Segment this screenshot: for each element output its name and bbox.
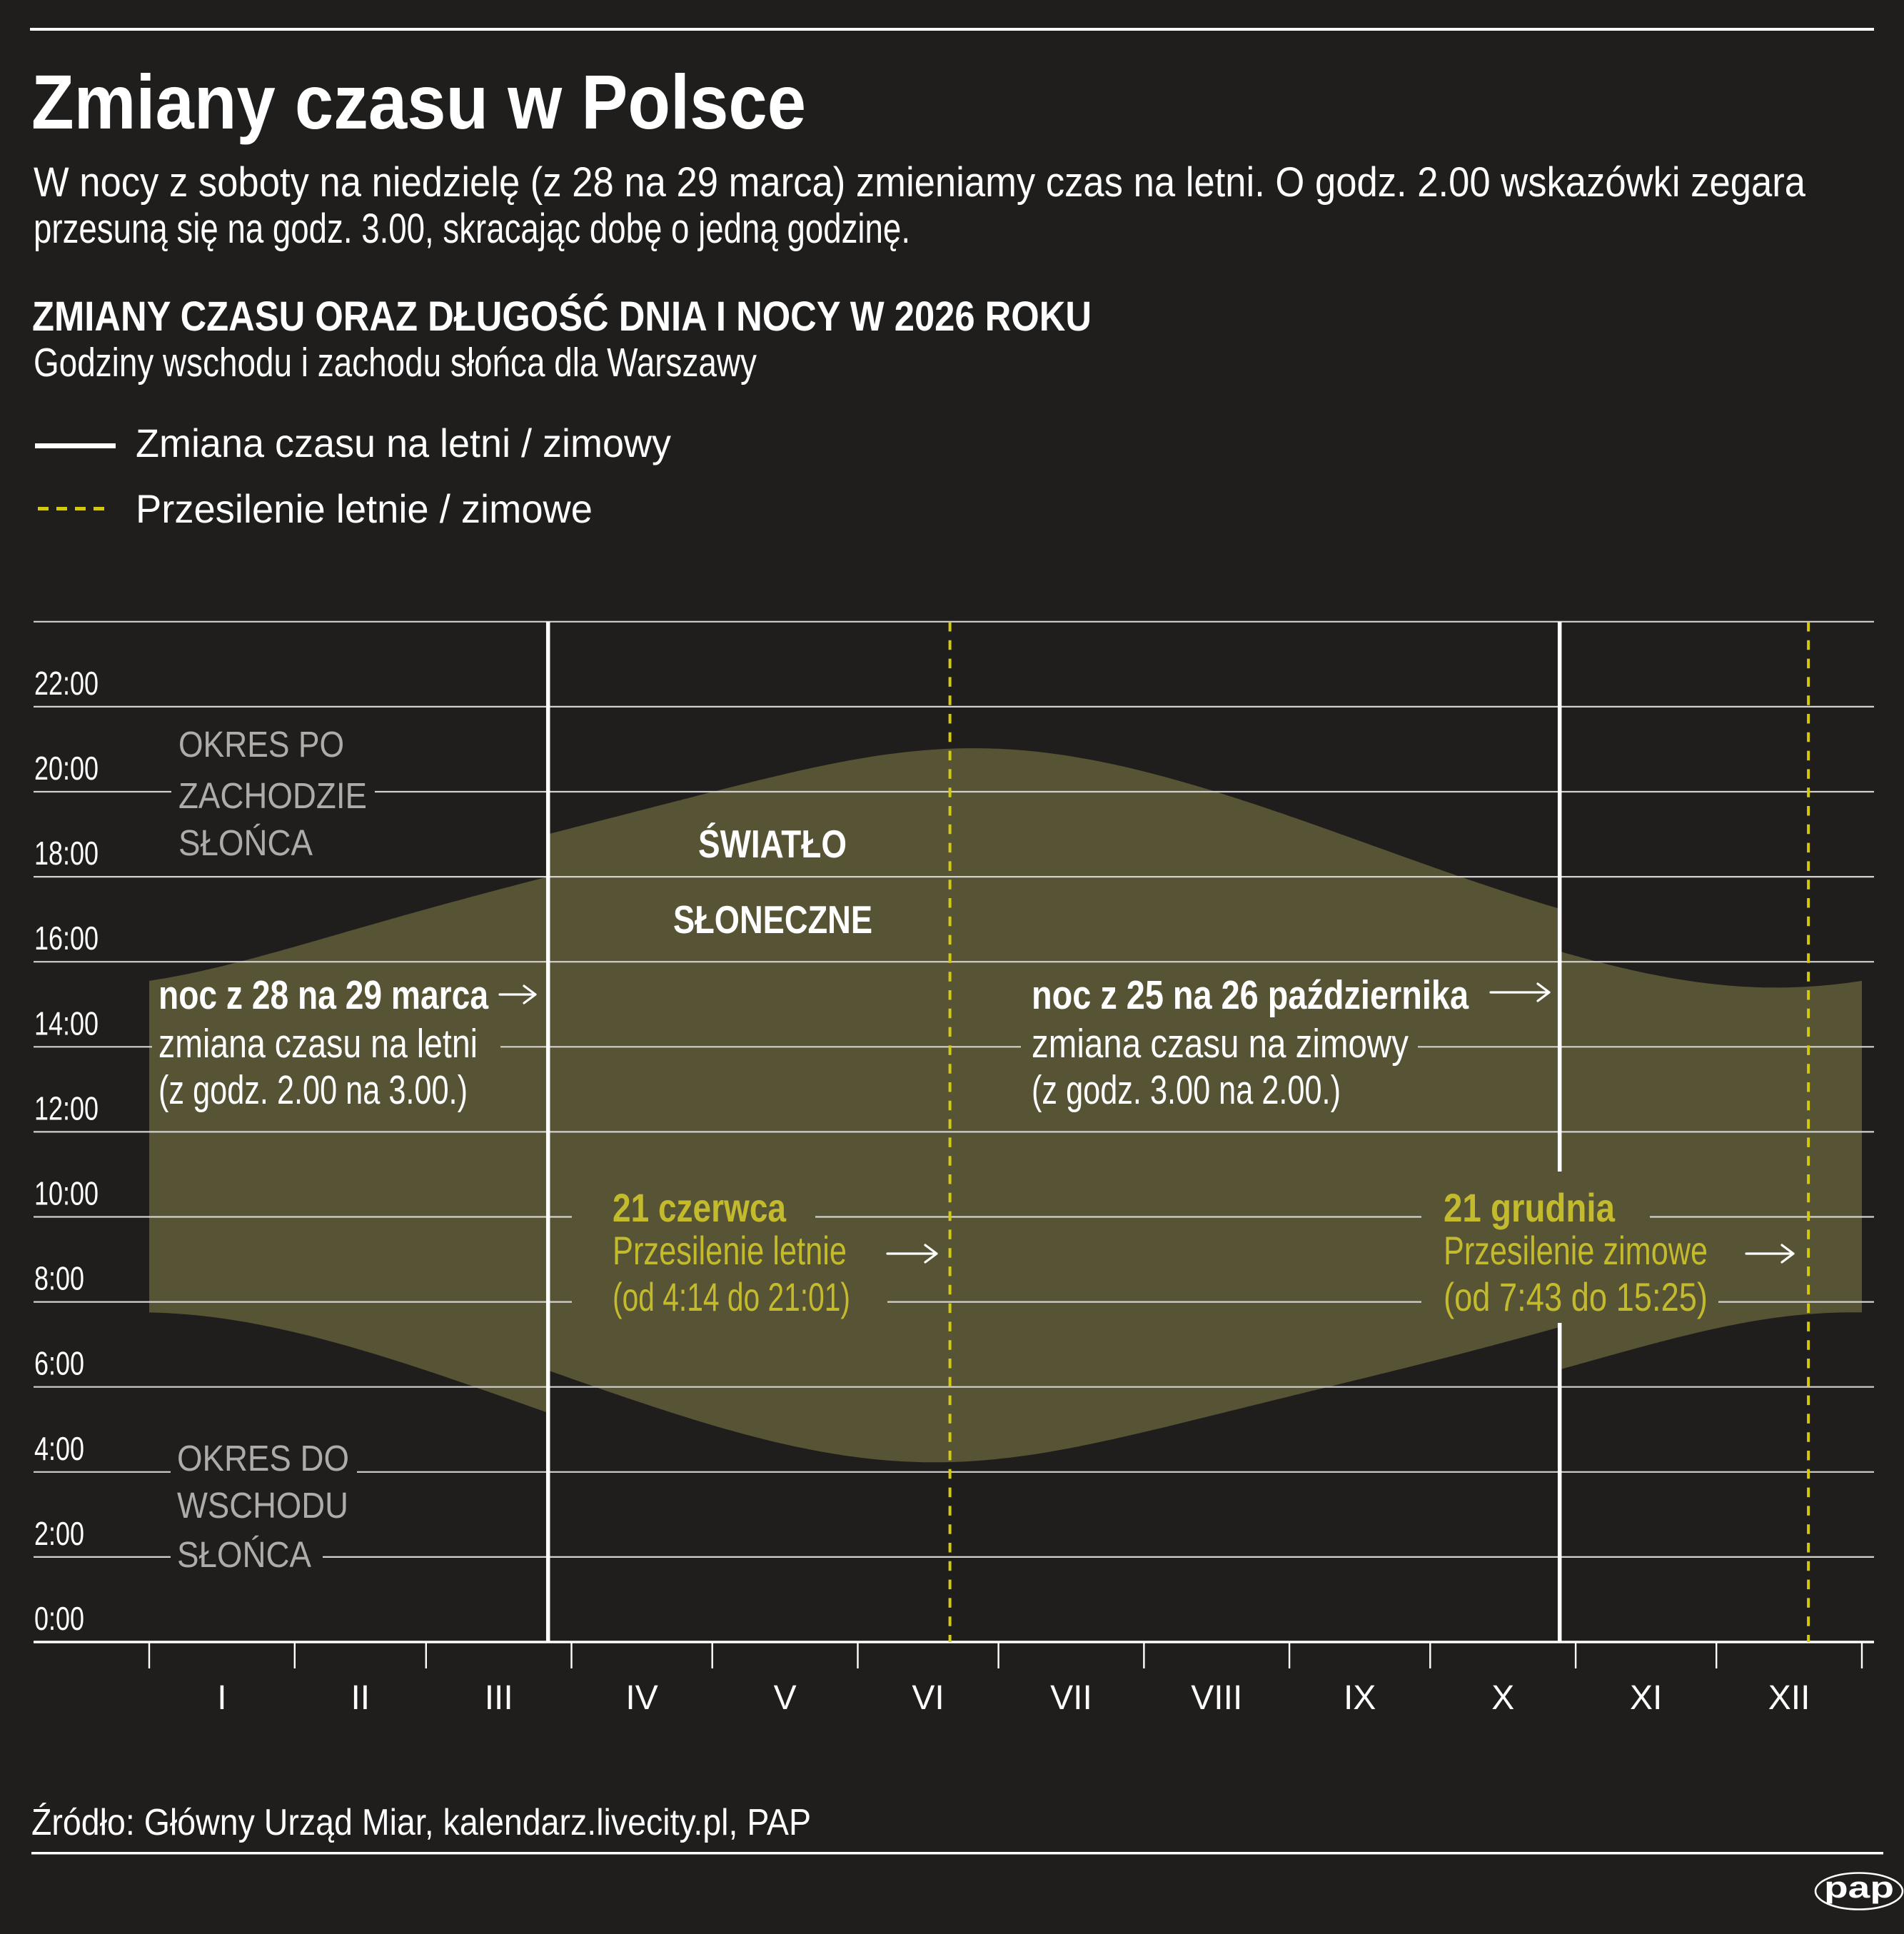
svg-text:SŁOŃCA: SŁOŃCA <box>177 1534 311 1575</box>
svg-text:14:00: 14:00 <box>34 1004 99 1042</box>
svg-text:IV: IV <box>625 1679 658 1717</box>
svg-text:XII: XII <box>1768 1679 1810 1717</box>
svg-text:Zmiany czasu w Polsce: Zmiany czasu w Polsce <box>31 59 806 145</box>
svg-text:6:00: 6:00 <box>34 1345 84 1382</box>
svg-text:X: X <box>1491 1679 1514 1717</box>
svg-text:VI: VI <box>912 1679 944 1717</box>
svg-text:18:00: 18:00 <box>34 835 99 872</box>
svg-text:Przesilenie letnie: Przesilenie letnie <box>613 1228 847 1273</box>
svg-text:Przesilenie zimowe: Przesilenie zimowe <box>1444 1228 1708 1273</box>
svg-text:II: II <box>351 1679 370 1717</box>
svg-text:(z godz. 3.00 na 2.00.): (z godz. 3.00 na 2.00.) <box>1032 1067 1341 1113</box>
svg-text:SŁONECZNE: SŁONECZNE <box>673 897 872 942</box>
svg-text:8:00: 8:00 <box>34 1260 84 1297</box>
svg-text:(od 7:43 do 15:25): (od 7:43 do 15:25) <box>1444 1274 1708 1319</box>
svg-text:(od 4:14 do 21:01): (od 4:14 do 21:01) <box>613 1274 850 1319</box>
svg-text:12:00: 12:00 <box>34 1089 99 1127</box>
svg-text:21 czerwca: 21 czerwca <box>613 1185 787 1230</box>
svg-text:Źródło: Główny Urząd Miar, kal: Źródło: Główny Urząd Miar, kalendarz.liv… <box>31 1802 811 1843</box>
svg-text:(z godz. 2.00 na 3.00.): (z godz. 2.00 na 3.00.) <box>158 1067 468 1113</box>
svg-text:16:00: 16:00 <box>34 920 99 957</box>
svg-text:22:00: 22:00 <box>34 665 99 702</box>
svg-text:V: V <box>774 1679 797 1717</box>
svg-text:I: I <box>217 1679 226 1717</box>
svg-text:Zmiana czasu na letni / zimowy: Zmiana czasu na letni / zimowy <box>136 420 671 465</box>
svg-text:zmiana czasu na letni: zmiana czasu na letni <box>158 1021 478 1067</box>
svg-text:XI: XI <box>1630 1679 1662 1717</box>
svg-text:noc z 28 na 29 marca: noc z 28 na 29 marca <box>158 972 489 1018</box>
svg-text:2:00: 2:00 <box>34 1515 84 1552</box>
svg-text:20:00: 20:00 <box>34 750 99 787</box>
svg-text:OKRES PO: OKRES PO <box>178 724 344 765</box>
svg-text:21 grudnia: 21 grudnia <box>1444 1185 1616 1230</box>
svg-text:W nocy z soboty na niedzielę (: W nocy z soboty na niedzielę (z 28 na 29… <box>34 159 1806 206</box>
svg-text:OKRES DO: OKRES DO <box>177 1438 349 1479</box>
svg-text:4:00: 4:00 <box>34 1430 84 1467</box>
svg-text:ZMIANY CZASU ORAZ DŁUGOŚĆ DNIA: ZMIANY CZASU ORAZ DŁUGOŚĆ DNIA I NOCY W … <box>32 293 1092 340</box>
svg-text:IX: IX <box>1344 1679 1376 1717</box>
svg-text:VII: VII <box>1050 1679 1092 1717</box>
svg-text:SŁOŃCA: SŁOŃCA <box>178 822 313 863</box>
svg-text:noc z 25 na 26 października: noc z 25 na 26 października <box>1032 972 1469 1018</box>
svg-text:VIII: VIII <box>1191 1679 1242 1717</box>
svg-text:pap: pap <box>1824 1870 1894 1904</box>
svg-text:ŚWIATŁO: ŚWIATŁO <box>698 822 847 866</box>
svg-text:0:00: 0:00 <box>34 1600 84 1637</box>
svg-text:10:00: 10:00 <box>34 1175 99 1212</box>
svg-text:zmiana czasu na zimowy: zmiana czasu na zimowy <box>1032 1021 1409 1067</box>
svg-text:WSCHODU: WSCHODU <box>177 1485 348 1526</box>
svg-text:przesuną się na godz. 3.00, sk: przesuną się na godz. 3.00, skracając do… <box>34 206 910 252</box>
svg-text:Godziny wschodu i zachodu słoń: Godziny wschodu i zachodu słońca dla War… <box>34 340 757 386</box>
svg-text:III: III <box>485 1679 513 1717</box>
svg-text:ZACHODZIE: ZACHODZIE <box>178 775 367 816</box>
svg-text:Przesilenie letnie / zimowe: Przesilenie letnie / zimowe <box>136 486 593 531</box>
